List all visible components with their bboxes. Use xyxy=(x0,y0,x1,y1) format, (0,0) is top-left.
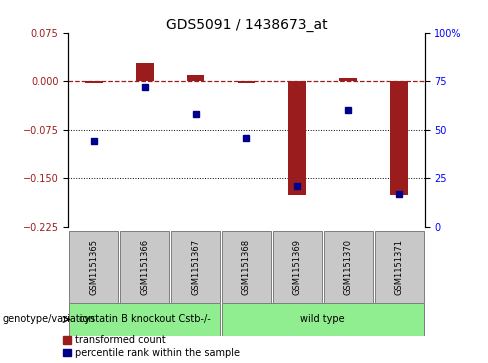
Text: GSM1151367: GSM1151367 xyxy=(191,239,200,295)
Bar xyxy=(339,78,357,81)
Bar xyxy=(222,303,424,336)
Bar xyxy=(85,81,102,83)
Legend: transformed count, percentile rank within the sample: transformed count, percentile rank withi… xyxy=(63,335,240,358)
Bar xyxy=(375,231,424,303)
Bar xyxy=(120,231,169,303)
Text: GSM1151370: GSM1151370 xyxy=(344,239,353,295)
Text: cystatin B knockout Cstb-/-: cystatin B knockout Cstb-/- xyxy=(79,314,210,325)
Bar xyxy=(171,231,220,303)
Bar xyxy=(288,81,306,195)
Text: wild type: wild type xyxy=(301,314,345,325)
Bar xyxy=(390,81,408,195)
Bar xyxy=(324,231,373,303)
Bar xyxy=(238,81,255,82)
Bar xyxy=(136,63,154,81)
Bar xyxy=(186,75,204,81)
Text: GSM1151365: GSM1151365 xyxy=(89,239,98,295)
Bar xyxy=(222,231,271,303)
Bar xyxy=(69,303,220,336)
Text: GSM1151369: GSM1151369 xyxy=(293,239,302,295)
Bar xyxy=(69,231,118,303)
Text: GSM1151371: GSM1151371 xyxy=(395,239,404,295)
Text: GSM1151368: GSM1151368 xyxy=(242,239,251,295)
Text: GSM1151366: GSM1151366 xyxy=(140,239,149,295)
Title: GDS5091 / 1438673_at: GDS5091 / 1438673_at xyxy=(165,18,327,32)
Text: genotype/variation: genotype/variation xyxy=(2,314,95,325)
Bar xyxy=(273,231,322,303)
